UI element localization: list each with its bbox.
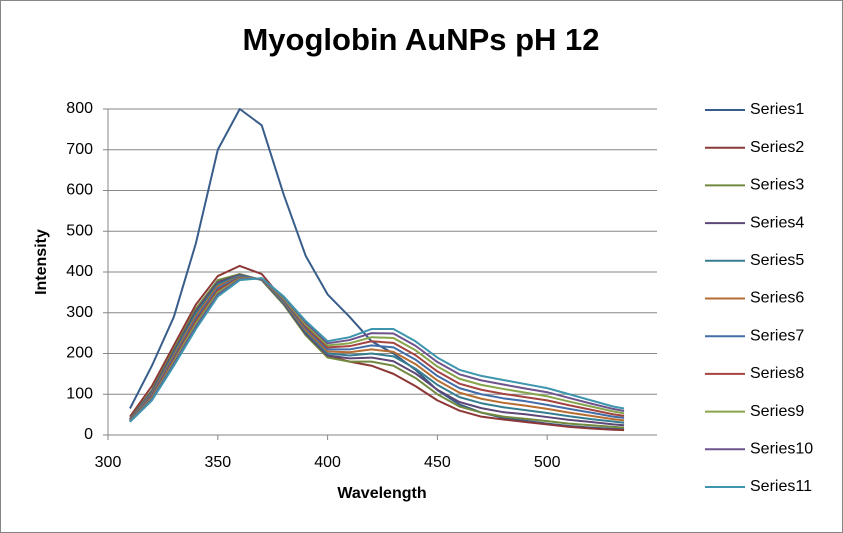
y-tick-label: 700	[66, 141, 93, 158]
x-tick-label: 450	[424, 454, 451, 471]
y-tick-label: 400	[66, 263, 93, 280]
legend-label: Series6	[750, 290, 804, 307]
x-tick-label: 300	[95, 454, 122, 471]
chart-title: Myoglobin AuNPs pH 12	[242, 22, 599, 57]
series-line	[129, 277, 625, 423]
y-tick-label: 500	[66, 222, 93, 239]
legend-label: Series1	[750, 101, 804, 118]
legend-label: Series4	[750, 214, 804, 231]
legend-label: Series2	[750, 139, 804, 156]
legend-label: Series3	[750, 177, 804, 194]
y-tick-label: 0	[84, 426, 93, 443]
legend-label: Series8	[750, 365, 804, 382]
y-tick-label: 800	[66, 100, 93, 117]
series-line	[129, 275, 625, 422]
series-line	[129, 276, 625, 422]
legend-label: Series10	[750, 441, 813, 458]
x-tick-label: 350	[204, 454, 231, 471]
series-line	[129, 273, 625, 427]
y-tick-label: 100	[66, 385, 93, 402]
series-line	[129, 277, 625, 423]
y-tick-label: 300	[66, 304, 93, 321]
series-line	[129, 274, 625, 424]
y-axis-label: Intensity	[33, 229, 50, 295]
y-tick-label: 200	[66, 345, 93, 362]
legend-label: Series5	[750, 252, 804, 269]
x-axis-label: Wavelength	[337, 485, 426, 502]
series-line	[129, 264, 625, 432]
series-line	[129, 275, 625, 421]
legend-label: Series9	[750, 403, 804, 420]
legend-label: Series7	[750, 327, 804, 344]
series-line	[129, 273, 625, 429]
x-tick-label: 500	[534, 454, 561, 471]
series-line	[129, 277, 625, 422]
y-tick-label: 600	[66, 182, 93, 199]
x-tick-label: 400	[314, 454, 341, 471]
legend-label: Series11	[750, 478, 812, 495]
